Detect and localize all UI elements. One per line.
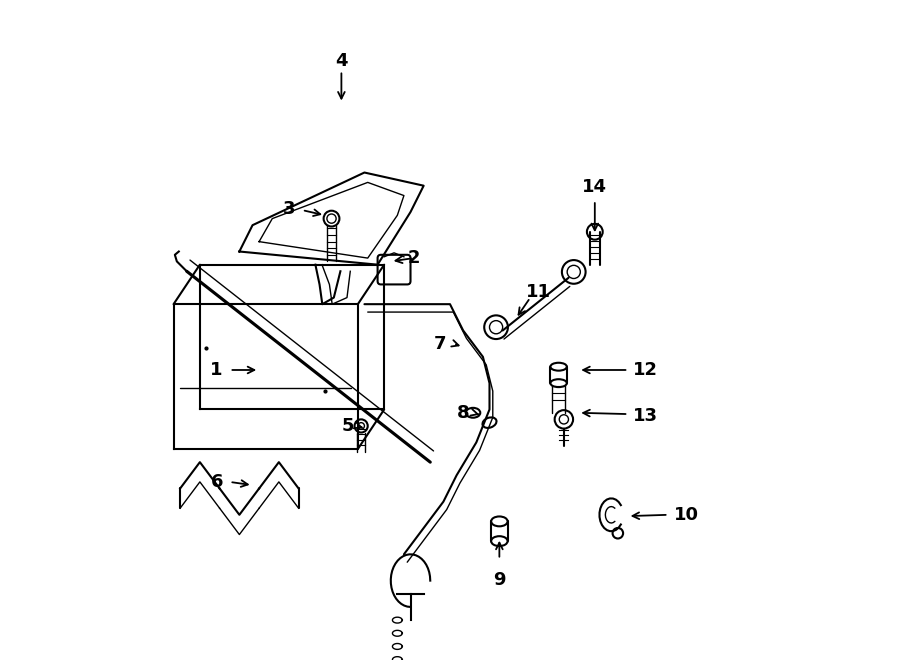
Text: 2: 2 [408,249,420,267]
Text: 6: 6 [211,473,223,491]
Text: 4: 4 [335,52,347,69]
Text: 12: 12 [633,361,658,379]
Text: 9: 9 [493,570,506,589]
Text: 10: 10 [674,506,698,524]
Text: 13: 13 [633,407,658,425]
Text: 1: 1 [211,361,223,379]
Text: 7: 7 [434,334,446,353]
Text: 8: 8 [457,404,470,422]
Text: 5: 5 [342,417,355,435]
Text: 11: 11 [526,284,551,301]
Text: 3: 3 [283,200,295,217]
Text: 14: 14 [582,178,608,196]
